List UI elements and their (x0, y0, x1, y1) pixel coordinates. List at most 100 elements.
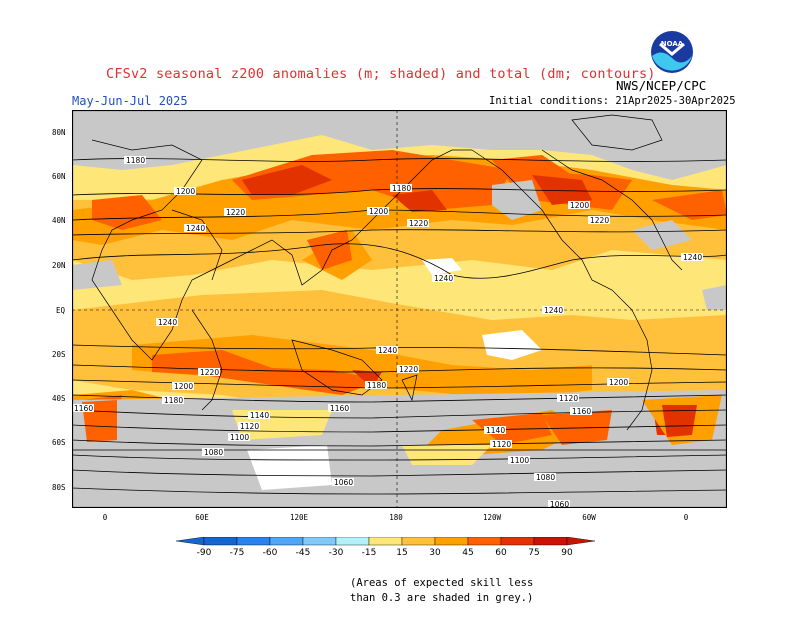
legend-tick-label: 30 (429, 548, 441, 558)
contour-label: 1160 (328, 404, 350, 413)
svg-text:1120: 1120 (240, 422, 259, 431)
contour-label: 1180 (124, 156, 146, 165)
lat-label: 20S (52, 350, 66, 359)
lon-label: 60W (582, 513, 596, 522)
svg-text:1160: 1160 (330, 404, 349, 413)
legend-swatch (500, 537, 535, 546)
contour-label: 1220 (397, 365, 419, 374)
lon-label: 180 (389, 513, 403, 522)
contour-label: 1180 (162, 396, 184, 405)
anomaly-map: 1180 1200 1220 1240 1240 1240 1240 1200 … (72, 110, 727, 508)
legend-arrow-low (176, 537, 205, 546)
contour-label: 1240 (681, 253, 703, 262)
svg-text:1080: 1080 (204, 448, 223, 457)
contour-label: 1180 (390, 184, 412, 193)
contour-label: 1200 (172, 382, 194, 391)
lat-label: 60N (52, 172, 66, 181)
skill-note-line: than 0.3 are shaded in grey.) (350, 592, 534, 604)
skill-note: (Areas of expected skill less than 0.3 a… (350, 576, 533, 606)
contour-label: 1220 (224, 208, 246, 217)
svg-text:1240: 1240 (434, 274, 453, 283)
svg-text:1240: 1240 (186, 224, 205, 233)
contour-label: 1240 (376, 346, 398, 355)
svg-text:1220: 1220 (226, 208, 245, 217)
legend-swatch (368, 537, 403, 546)
contour-label: 1100 (508, 456, 530, 465)
legend-tick-label: -75 (230, 548, 245, 558)
svg-text:1220: 1220 (200, 368, 219, 377)
contour-label: 1200 (607, 378, 629, 387)
contour-label: 1120 (490, 440, 512, 449)
lon-label: 0 (102, 513, 108, 522)
contour-label: 1220 (198, 368, 220, 377)
legend-tick-label: -30 (329, 548, 344, 558)
contour-label: 1220 (407, 219, 429, 228)
svg-text:1180: 1180 (164, 396, 183, 405)
svg-text:1060: 1060 (550, 500, 569, 508)
contour-label: 1120 (238, 422, 260, 431)
lat-label: 40S (52, 394, 66, 403)
legend-tick-label: -15 (362, 548, 377, 558)
legend-tick-label: 75 (528, 548, 539, 558)
contour-label: 1240 (184, 224, 206, 233)
contour-label: 1200 (174, 187, 196, 196)
svg-text:1200: 1200 (570, 201, 589, 210)
svg-text:1140: 1140 (486, 426, 505, 435)
contour-label: 1200 (568, 201, 590, 210)
svg-text:1180: 1180 (392, 184, 411, 193)
reference-lines (72, 110, 727, 508)
map-frame (72, 110, 727, 508)
lat-label: 20N (52, 261, 66, 270)
svg-text:1180: 1180 (126, 156, 145, 165)
legend-tick-label: 15 (396, 548, 407, 558)
svg-text:1220: 1220 (590, 216, 609, 225)
lon-label: 0 (683, 513, 689, 522)
chart-title: CFSv2 seasonal z200 anomalies (m; shaded… (106, 66, 656, 82)
svg-text:1140: 1140 (250, 411, 269, 420)
svg-text:1220: 1220 (399, 365, 418, 374)
contour-labels: 1180 1200 1220 1240 1240 1240 1240 1200 … (72, 156, 703, 508)
contour-label: 1160 (570, 407, 592, 416)
svg-text:1060: 1060 (334, 478, 353, 487)
contour-label: 1220 (588, 216, 610, 225)
legend-tick-label: 45 (462, 548, 473, 558)
contour-label: 1240 (432, 274, 454, 283)
legend-swatch (236, 537, 271, 546)
lon-label: 120E (289, 513, 309, 522)
legend-tick-label: 60 (495, 548, 507, 558)
svg-text:1100: 1100 (230, 433, 249, 442)
svg-text:1200: 1200 (174, 382, 193, 391)
color-legend: -90 -75 -60 -45 -30 -15 15 30 45 60 75 90 (176, 537, 596, 558)
svg-text:1240: 1240 (378, 346, 397, 355)
svg-text:1160: 1160 (74, 404, 93, 413)
lat-label: 40N (52, 216, 66, 225)
contour-label: 1240 (542, 306, 564, 315)
legend-tick-label: -90 (197, 548, 212, 558)
contour-label: 1100 (228, 433, 250, 442)
noaa-logo: NOAA (651, 31, 693, 73)
lat-label: 80S (52, 483, 66, 492)
svg-text:1200: 1200 (176, 187, 195, 196)
contour-label: 1120 (557, 394, 579, 403)
legend-swatch (434, 537, 469, 546)
legend-tick-label: -45 (296, 548, 311, 558)
legend-swatch (533, 537, 568, 546)
lat-label: 60S (52, 438, 66, 447)
contour-label: 1060 (548, 500, 570, 508)
contour-label: 1060 (332, 478, 354, 487)
svg-text:1100: 1100 (510, 456, 529, 465)
legend-swatch (203, 537, 238, 546)
svg-text:1200: 1200 (369, 207, 388, 216)
svg-text:1200: 1200 (609, 378, 628, 387)
noaa-logo-text: NOAA (661, 40, 684, 48)
contour-label: 1160 (72, 404, 94, 413)
svg-text:1240: 1240 (544, 306, 563, 315)
legend-swatch (269, 537, 304, 546)
legend-swatch (401, 537, 436, 546)
svg-text:1160: 1160 (572, 407, 591, 416)
svg-text:1080: 1080 (536, 473, 555, 482)
svg-text:1240: 1240 (683, 253, 702, 262)
lat-label: 80N (52, 128, 66, 137)
contour-label: 1240 (156, 318, 178, 327)
legend-swatch (467, 537, 502, 546)
